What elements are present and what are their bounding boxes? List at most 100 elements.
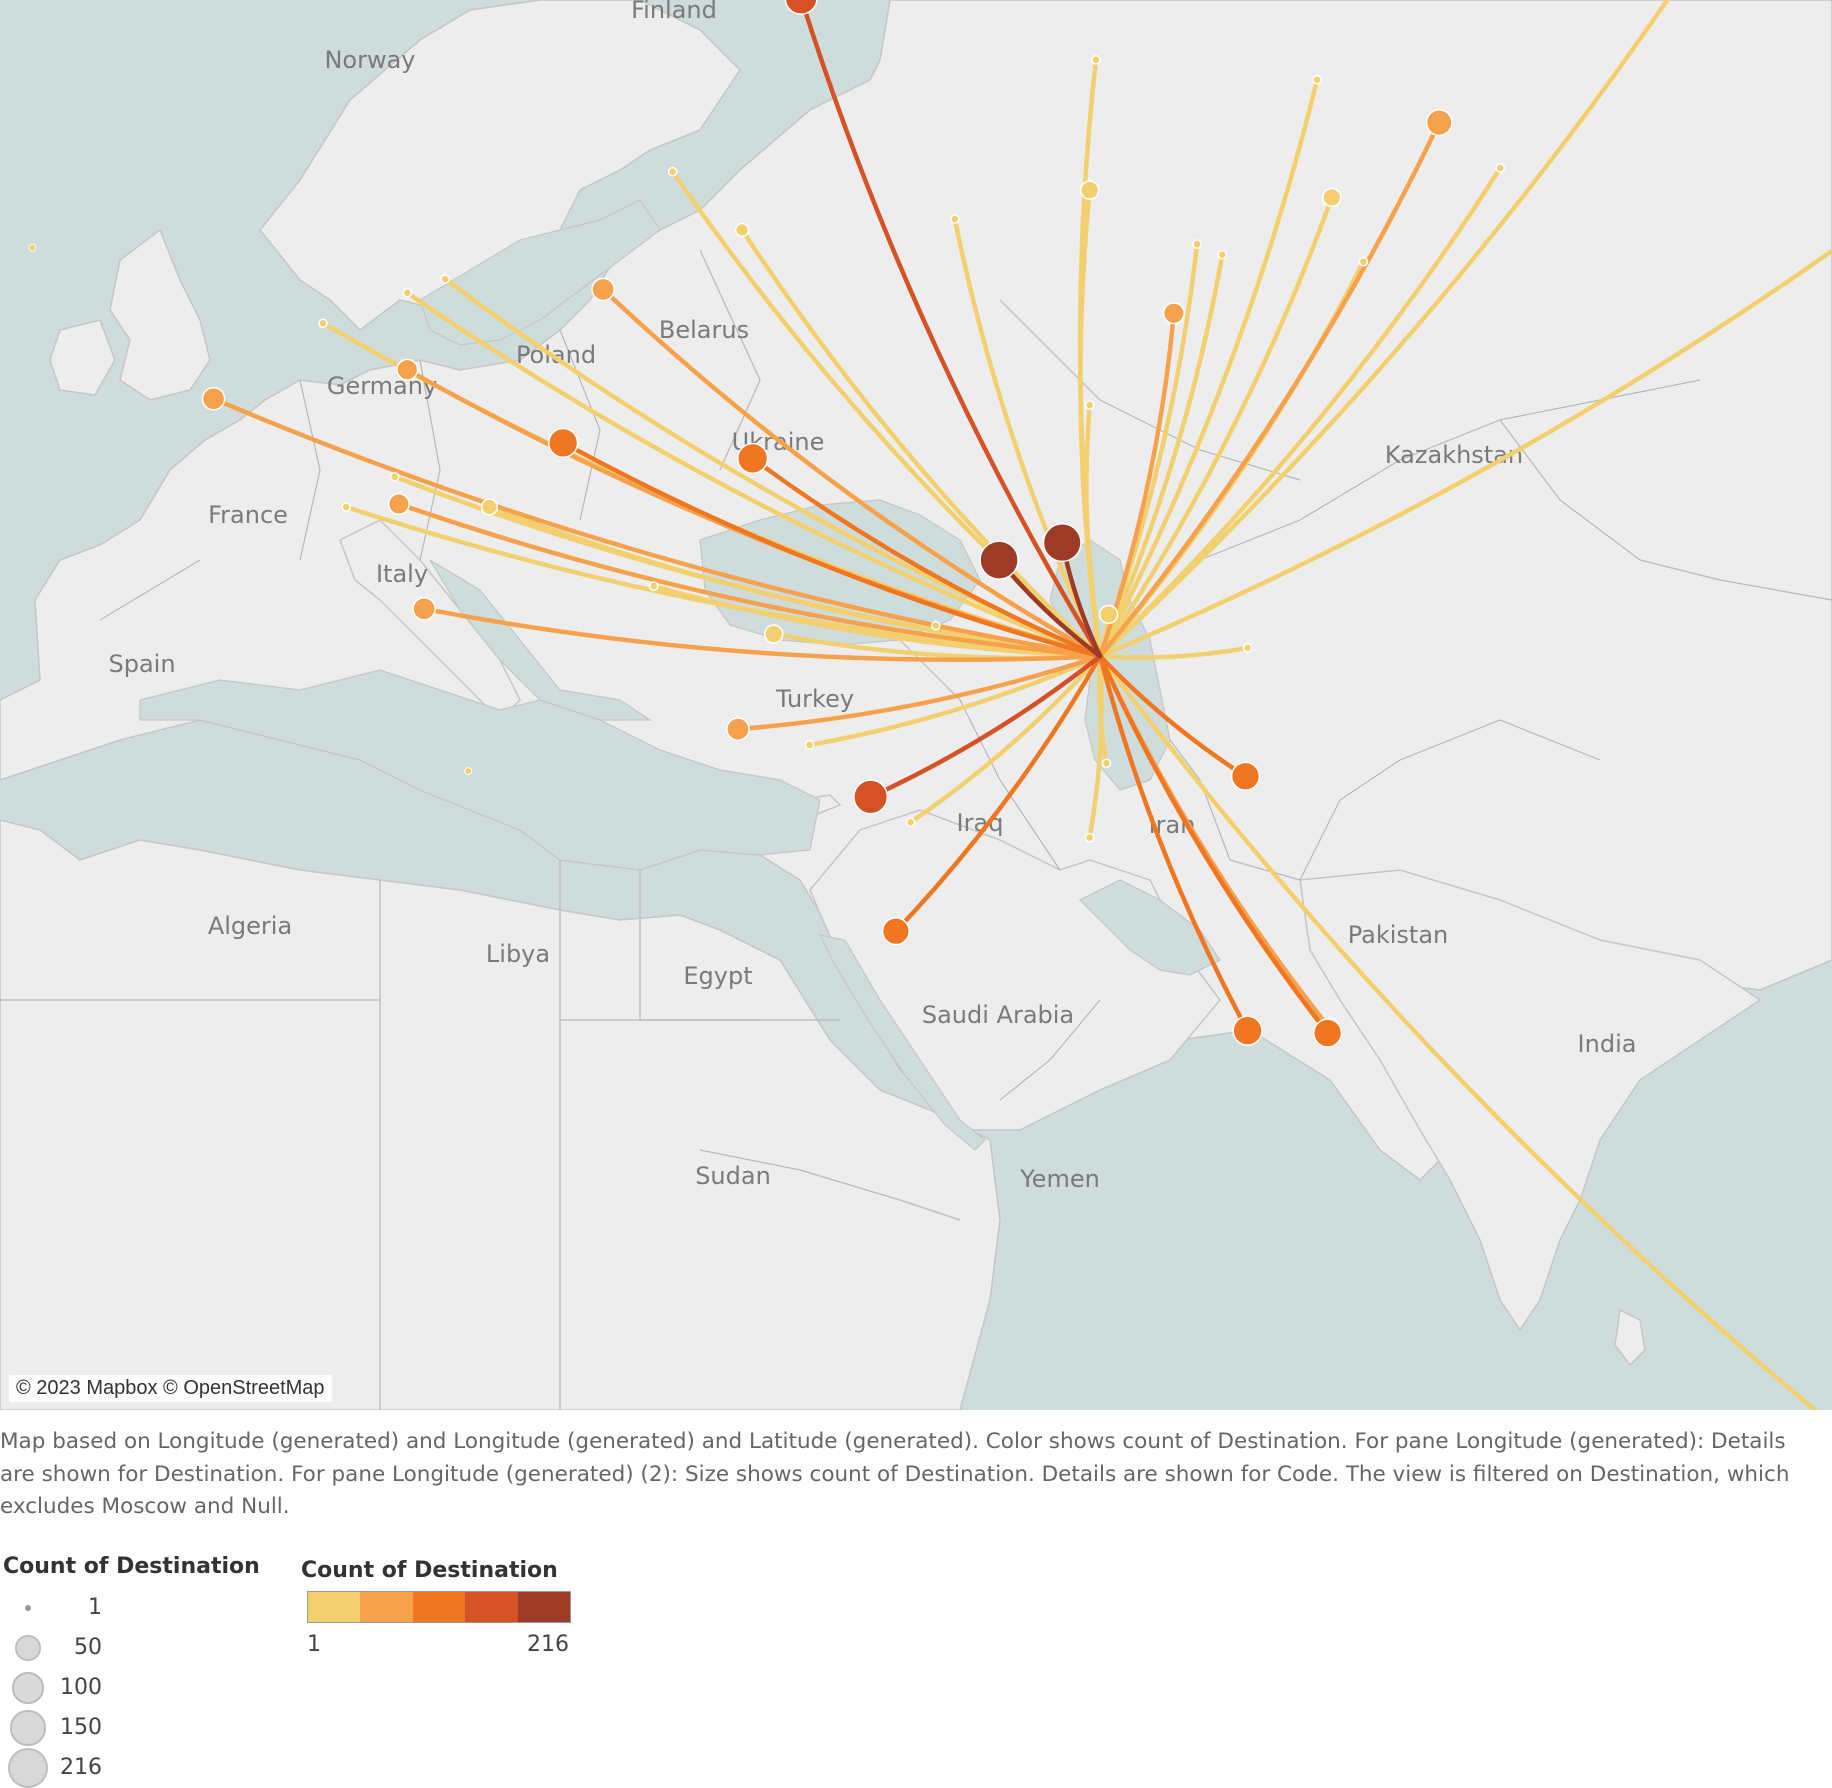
destination-point[interactable] [648,581,659,591]
destination-point[interactable] [1084,400,1095,410]
destination-point[interactable] [881,917,910,946]
destination-point[interactable] [734,222,750,238]
size-legend-label: 216 [60,1755,102,1780]
route-line[interactable] [868,653,1103,800]
destination-point[interactable] [764,624,784,644]
map-view[interactable]: Finland Norway Belarus Poland Germany Ukraine… [0,0,1832,1410]
route-line[interactable] [560,440,1103,659]
destination-point[interactable] [726,717,750,741]
country-label: Pakistan [1348,921,1449,949]
route-line[interactable] [421,606,1103,662]
country-label: Kazakhstan [1385,441,1523,469]
size-legend-circle [8,1748,48,1788]
route-line[interactable] [396,501,1103,659]
destination-point[interactable] [1242,643,1253,653]
destination-point[interactable] [28,243,37,252]
route-line[interactable] [739,227,1103,659]
route-line[interactable] [487,504,1103,659]
destination-point[interactable] [389,471,400,482]
size-legend-label: 150 [60,1715,102,1740]
destination-point[interactable] [1162,302,1185,325]
color-legend-title: Count of Destination [301,1558,558,1583]
destination-point[interactable] [1098,604,1119,625]
route-line[interactable] [1097,653,1250,1033]
destination-point[interactable] [591,277,615,302]
route-line[interactable] [735,653,1103,732]
destination-point[interactable] [1217,249,1228,260]
route-line[interactable] [893,653,1103,934]
color-legend-min: 1 [307,1632,321,1657]
color-legend-max: 216 [527,1632,569,1657]
destination-point[interactable] [341,502,352,512]
destination-point[interactable] [412,596,436,621]
destination-point[interactable] [1101,758,1112,769]
destination-point[interactable] [1232,1015,1263,1046]
destination-point[interactable] [1192,239,1202,249]
route-line[interactable] [1097,653,1832,1410]
route-line[interactable] [1097,653,1248,779]
destination-point[interactable] [1312,1018,1343,1048]
flight-route-map[interactable]: FinlandNorwayBelarusPolandGermanyUkraine… [0,0,1832,1410]
route-line[interactable] [799,0,1103,659]
color-ramp-step [517,1592,571,1622]
destination-point[interactable] [905,817,916,828]
color-ramp-step [360,1592,413,1622]
route-line[interactable] [1097,195,1335,659]
destination-point[interactable] [440,274,451,284]
destination-point[interactable] [931,620,941,631]
route-line[interactable] [405,290,1103,659]
map-attribution[interactable]: © 2023 Mapbox © OpenStreetMap [9,1375,332,1402]
destination-point[interactable] [979,540,1019,580]
size-legend-item: 50 [0,1628,120,1668]
route-line[interactable] [1097,653,1330,1036]
destination-points [28,0,1506,1048]
route-line[interactable] [1087,653,1104,840]
destination-point[interactable] [402,288,413,298]
destination-point[interactable] [1230,761,1261,791]
destination-point[interactable] [1495,163,1506,173]
destination-point[interactable] [804,740,815,750]
destination-point[interactable] [667,166,678,177]
route-line[interactable] [750,456,1103,659]
destination-point[interactable] [318,318,328,329]
route-line[interactable] [952,216,1103,659]
route-line[interactable] [600,287,1103,659]
route-line[interactable] [1097,120,1442,659]
route-line[interactable] [670,169,1103,659]
destination-point[interactable] [950,214,960,225]
route-line[interactable] [651,583,1103,659]
route-line[interactable] [1097,252,1225,659]
destination-point[interactable] [396,358,419,381]
route-line[interactable] [1097,645,1250,660]
route-line[interactable] [1097,77,1320,659]
destination-point[interactable] [1091,54,1101,65]
destination-point[interactable] [737,442,769,475]
route-line[interactable] [1078,187,1103,659]
route-line[interactable] [211,396,1103,659]
size-legend-label: 100 [60,1675,102,1700]
destination-point[interactable] [1084,832,1095,843]
country-borders [0,249,1832,1410]
destination-point[interactable] [1425,109,1453,137]
destination-point[interactable] [853,779,889,815]
destination-point[interactable] [547,427,579,459]
route-line[interactable] [908,653,1103,825]
country-label: Libya [486,940,550,968]
size-legend-title: Count of Destination [3,1554,260,1579]
destination-point[interactable] [1079,180,1100,200]
country-label: France [208,501,288,529]
destination-point[interactable] [464,767,473,776]
destination-point[interactable] [387,492,410,516]
destination-point[interactable] [201,386,226,411]
destination-point[interactable] [784,0,818,15]
destination-point[interactable] [1042,523,1082,563]
destination-point[interactable] [1322,187,1342,208]
route-line[interactable] [1097,0,1709,659]
size-legend-item: 1 [0,1588,120,1628]
route-line[interactable] [807,653,1103,748]
destination-point[interactable] [480,498,499,516]
route-line[interactable] [1097,194,1832,659]
destination-point[interactable] [1312,74,1322,85]
destination-point[interactable] [1358,256,1369,267]
size-legend-item: 150 [0,1708,120,1748]
